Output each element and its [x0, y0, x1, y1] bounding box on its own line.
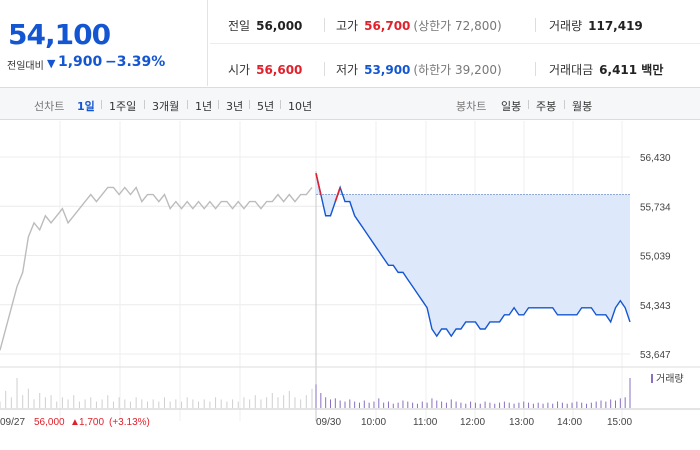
price-panel: 54,100 전일대비 ▼ 1,900 −3.39% — [0, 0, 208, 86]
prev-day-price-line — [0, 186, 313, 351]
divider — [324, 62, 325, 76]
x-tick-label: 14:00 — [557, 417, 582, 428]
stat-open: 시가 56,600 — [228, 61, 302, 78]
below-reference-fill — [316, 173, 630, 337]
divider — [528, 100, 529, 109]
stat-value: 56,600 — [256, 63, 303, 77]
stat-trade-value: 거래대금 6,411 백만 — [549, 61, 663, 78]
y-tick-label: 53,647 — [640, 350, 671, 361]
change-percent: −3.39% — [105, 54, 166, 70]
divider — [535, 18, 536, 32]
divider — [144, 100, 145, 109]
x-tick-label: 15:00 — [607, 417, 632, 428]
stat-value: 53,900 — [364, 63, 411, 77]
change-value: 1,900 — [58, 54, 103, 70]
chart-series — [0, 173, 631, 351]
divider — [564, 100, 565, 109]
stat-value: 117,419 — [588, 19, 643, 33]
period-tab-5y[interactable]: 5년 — [257, 100, 275, 113]
stat-value: 56,000 — [256, 19, 303, 33]
x-tick-label: 13:00 — [509, 417, 534, 428]
divider — [218, 100, 219, 109]
stat-low: 저가 53,900 (하한가 39,200) — [336, 61, 502, 78]
x-tick-label: 11:00 — [413, 417, 438, 428]
period-tab-1d[interactable]: 1일 — [77, 100, 95, 113]
x-tick-label: 12:00 — [460, 417, 485, 428]
change-label: 전일대비 — [7, 61, 44, 72]
today-above-ref-segment — [334, 187, 341, 202]
divider — [187, 100, 188, 109]
candle-tab-daily[interactable]: 일봉 — [501, 100, 522, 113]
stat-value: 56,700 — [364, 19, 411, 33]
period-tab-10y[interactable]: 10년 — [288, 100, 313, 113]
period-tab-1w[interactable]: 1주일 — [109, 100, 137, 113]
stat-label: 시가 — [228, 63, 251, 77]
x-tick-label: 09/27 — [0, 417, 25, 428]
prev-change-annotation: 1,700 — [79, 417, 104, 428]
lower-limit: (하한가 39,200) — [413, 63, 502, 77]
volume-bars — [0, 378, 631, 408]
y-tick-label: 56,430 — [640, 153, 671, 164]
divider — [249, 100, 250, 109]
x-tick-label: 10:00 — [361, 417, 386, 428]
down-arrow-icon: ▼ — [47, 57, 56, 70]
stat-value: 6,411 백만 — [599, 63, 664, 77]
today-price-line — [315, 173, 631, 338]
period-tab-3m[interactable]: 3개월 — [152, 100, 180, 113]
stat-label: 전일 — [228, 19, 251, 33]
divider — [324, 18, 325, 32]
stat-volume: 거래량 117,419 — [549, 17, 643, 34]
stat-label: 고가 — [336, 19, 359, 33]
current-price: 54,100 — [8, 18, 111, 51]
prev-close-annotation: 56,000 — [34, 417, 65, 428]
stat-prev-close: 전일 56,000 — [228, 17, 302, 34]
line-chart-label: 선차트 — [34, 100, 65, 113]
stat-label: 거래량 — [549, 19, 583, 33]
volume-legend-swatch — [651, 374, 653, 383]
stat-label: 저가 — [336, 63, 359, 77]
today-above-ref-segment — [315, 173, 322, 195]
stat-high: 고가 56,700 (상한가 72,800) — [336, 17, 502, 34]
divider — [280, 100, 281, 109]
prev-change-pct-annotation: (+3.13%) — [109, 417, 150, 428]
candle-tab-weekly[interactable]: 주봉 — [536, 100, 557, 113]
period-tab-1y[interactable]: 1년 — [195, 100, 213, 113]
volume-legend-label: 거래량 — [656, 373, 684, 385]
stat-label: 거래대금 — [549, 63, 594, 77]
chart-toolbar: 선차트 1일 1주일 3개월 1년 3년 5년 10년 봉차트 일봉 주봉 월봉 — [0, 87, 700, 120]
period-tab-3y[interactable]: 3년 — [226, 100, 244, 113]
row-divider — [210, 43, 700, 44]
up-arrow-icon: ▲ — [70, 417, 80, 428]
y-tick-label: 54,343 — [640, 301, 671, 312]
candle-tab-monthly[interactable]: 월봉 — [572, 100, 593, 113]
divider — [535, 62, 536, 76]
chart-fill-area — [316, 173, 630, 337]
axis-labels: 56,430 55,734 55,039 54,343 53,647 거래량 09/27 09… — [0, 153, 684, 428]
divider — [101, 100, 102, 109]
upper-limit: (상한가 72,800) — [413, 19, 502, 33]
x-tick-label: 09/30 — [316, 417, 341, 428]
y-tick-label: 55,734 — [640, 202, 671, 213]
price-chart: 56,430 55,734 55,039 54,343 53,647 거래량 09/27 09… — [0, 121, 700, 428]
candle-chart-label: 봉차트 — [456, 100, 487, 113]
y-tick-label: 55,039 — [640, 252, 671, 263]
